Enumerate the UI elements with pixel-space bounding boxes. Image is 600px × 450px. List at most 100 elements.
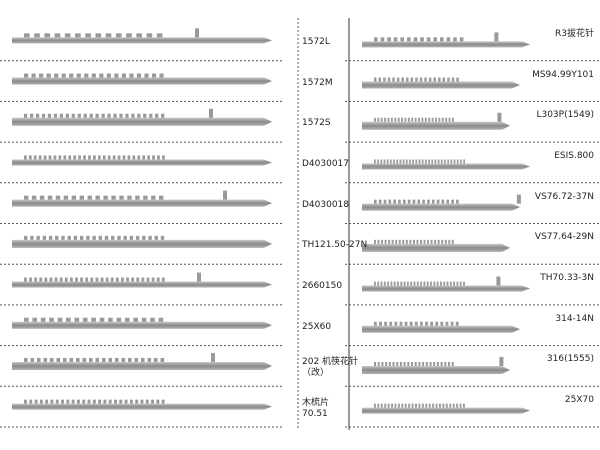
needle-part [124,399,128,404]
needle-part [380,403,383,408]
needle-part [43,155,47,160]
needle-part [409,239,412,244]
needle-shape [362,239,510,252]
needle-part [45,399,49,404]
needle-part [48,235,53,240]
needle-part [451,77,455,82]
needle-part [448,239,451,244]
label-line: TH121.50-27N [302,240,368,251]
needle-part [389,321,393,326]
needle-part [423,281,426,286]
needle-part [434,159,437,164]
needle-shape [12,155,272,166]
needle-part [387,281,390,286]
needle-part [136,277,140,282]
needle-part [400,37,405,42]
needle-part [132,155,136,160]
needle-part [12,37,272,44]
needle-part [362,203,520,211]
needle-part [91,73,96,78]
needle-part [24,277,27,282]
needle-part [402,159,405,164]
needle-part [156,33,163,38]
needle-part [148,235,152,240]
needle-part [161,277,165,282]
needle-part [444,159,446,164]
label-line: ESIS.800 [554,150,594,161]
needle-part [161,399,165,404]
needle-part [85,33,91,38]
needle-part [426,37,431,42]
part-label: 2660150 [302,281,342,292]
needle-part [451,239,454,244]
needle-part [436,361,439,366]
needle-part [35,113,40,118]
part-label: MS94.99Y101 [532,70,594,81]
needle-part [159,195,164,200]
needle-part [83,113,87,118]
needle-part [362,325,520,333]
needle-part [75,33,81,38]
needle-part [418,117,420,122]
needle-part [420,321,423,326]
needle-part [443,281,446,286]
needle-part [425,403,428,408]
needle-part [76,399,80,404]
needle-part [24,195,29,200]
needle-part [413,281,416,286]
needle-part [428,77,432,82]
needle-part [79,235,84,240]
needle-part [74,317,80,322]
needle-part [50,399,54,404]
needle-part [412,159,414,164]
needle-part [126,277,129,282]
needle-part [362,81,520,89]
label-line: VS76.72-37N [534,191,594,202]
needle-part [29,277,32,282]
needle-part [393,199,396,204]
needle-part [114,73,119,78]
needle-part [362,407,530,414]
needle-part [389,159,392,164]
needle-part [451,361,454,366]
needle-part [197,272,201,282]
needle-part [160,357,165,362]
needle-part [516,194,521,204]
needle-part [409,159,411,164]
label-line: 25X60 [302,321,332,332]
needle-part [497,112,502,122]
needle-part [387,117,390,122]
needle-part [61,73,66,78]
needle-part [450,159,453,164]
needle-part [452,117,454,122]
needle-part [151,399,155,404]
needle-part [128,357,132,362]
needle-shape [12,28,272,44]
needle-part [384,403,387,408]
needle-part [463,159,465,164]
needle-part [451,199,454,204]
needle-part [24,33,30,38]
needle-shape [362,159,530,170]
needle-part [158,317,164,322]
needle-part [149,113,153,118]
needle-part [39,277,43,282]
needle-part [34,399,38,404]
needle-part [42,235,47,240]
needle-part [141,317,147,322]
needle-part [143,195,148,200]
needle-part [61,235,65,240]
part-label: L303P(1549) [536,110,594,121]
part-label: 1572L [302,37,330,48]
needle-part [448,361,451,366]
needle-part [49,277,53,282]
needle-part [381,239,384,244]
needle-part [447,77,450,82]
needle-part [48,155,52,160]
needle-part [80,277,83,282]
needle-part [450,321,454,326]
needle-part [122,155,126,160]
label-line: 70.51 [302,408,328,419]
needle-part [111,195,116,200]
needle-part [12,281,272,288]
